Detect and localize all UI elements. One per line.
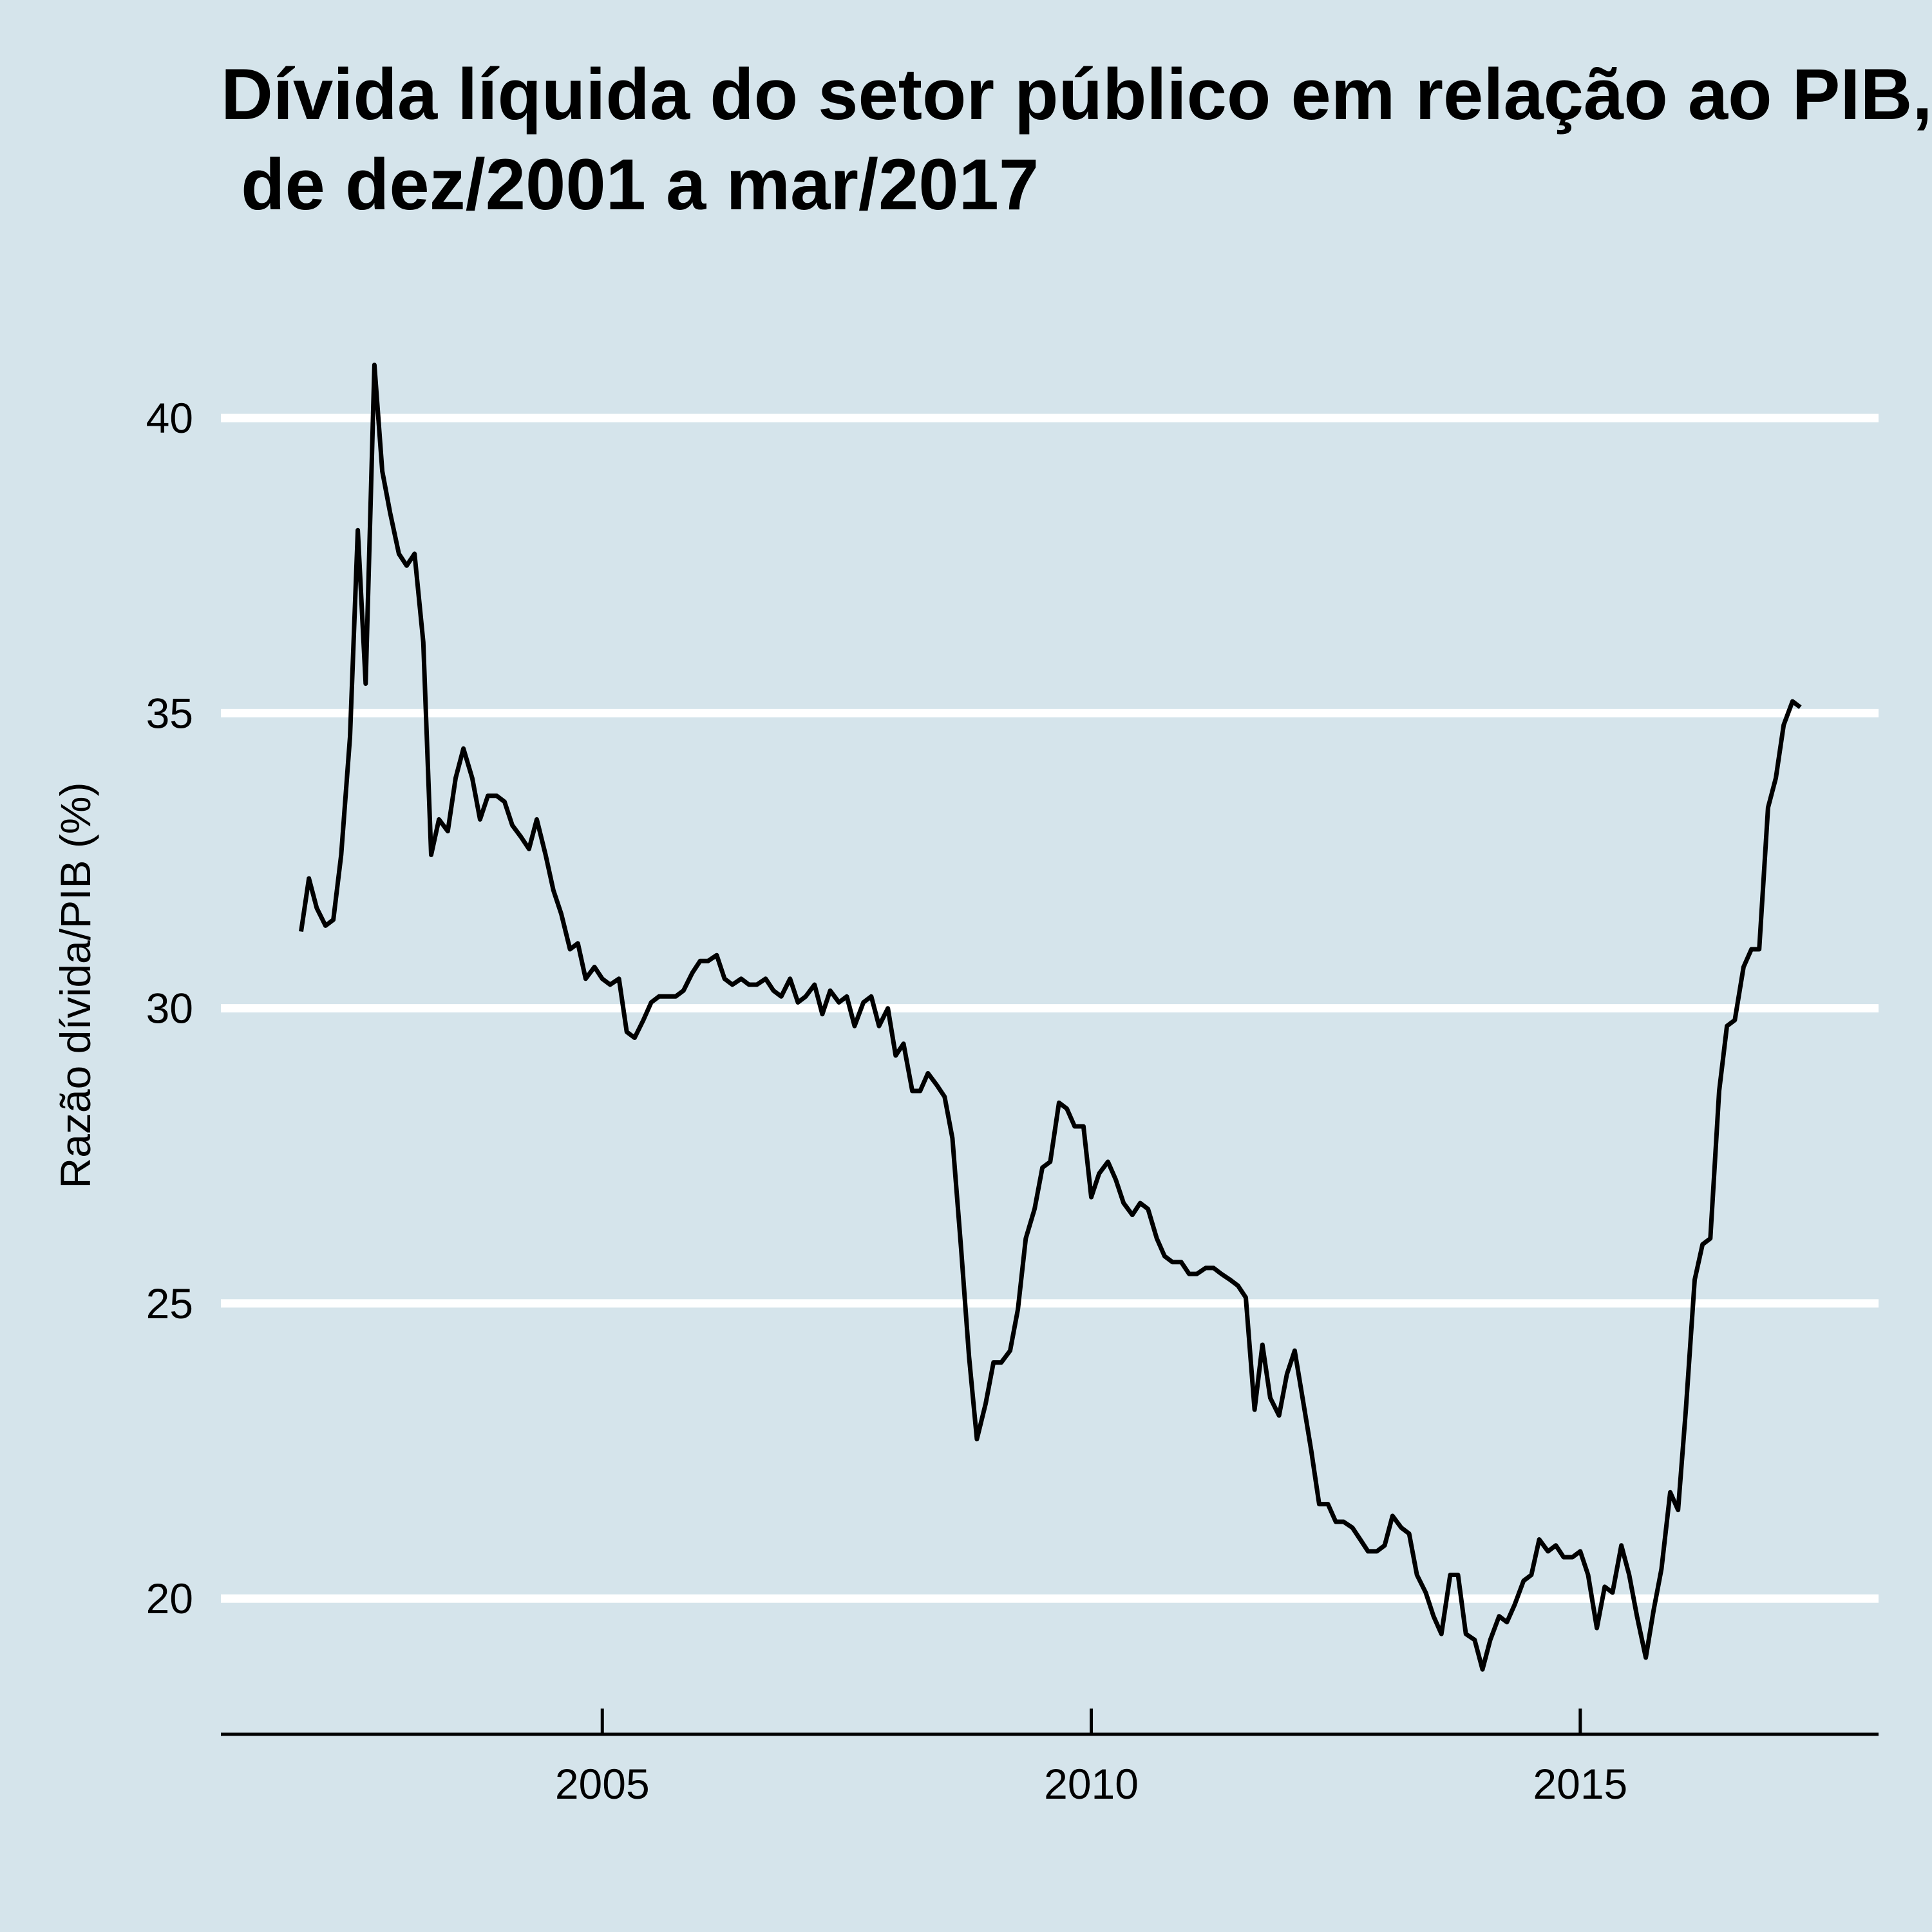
y-tick-label-20: 20 bbox=[146, 1575, 193, 1622]
y-tick-label-40: 40 bbox=[146, 394, 193, 442]
chart-title-line-1: Dívida líquida do setor público em relaç… bbox=[221, 54, 1932, 135]
y-tick-label-25: 25 bbox=[146, 1280, 193, 1327]
y-tick-labels: 20 25 30 35 40 bbox=[146, 394, 193, 1622]
x-tick-label-2010: 2010 bbox=[1044, 1760, 1139, 1808]
x-tick-label-2005: 2005 bbox=[555, 1760, 650, 1808]
y-tick-label-35: 35 bbox=[146, 689, 193, 737]
x-axis: 2005 2010 2015 bbox=[221, 1709, 1879, 1808]
x-tick-label-2015: 2015 bbox=[1533, 1760, 1627, 1808]
chart-title-line-2: de dez/2001 a mar/2017 bbox=[221, 144, 1039, 225]
y-tick-label-30: 30 bbox=[146, 985, 193, 1032]
y-axis-title: Razão dívida/PIB (%) bbox=[52, 782, 99, 1189]
series-line bbox=[299, 363, 1802, 1672]
